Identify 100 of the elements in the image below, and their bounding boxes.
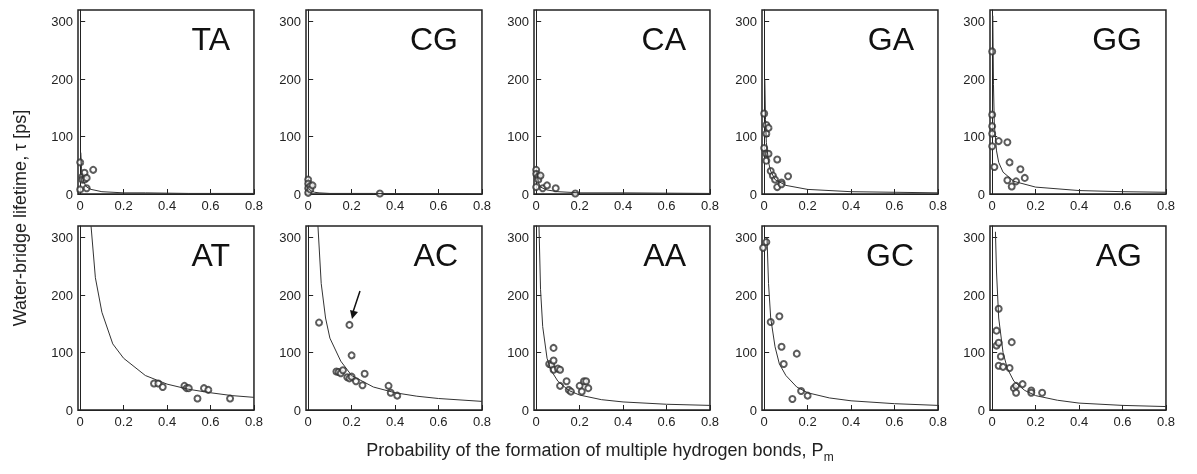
y-tick-label: 100 (279, 345, 301, 360)
x-tick-label: 0 (304, 198, 312, 213)
y-tick-label: 100 (735, 345, 757, 360)
x-tick-label: 0.8 (700, 414, 719, 429)
y-tick-label: 200 (279, 287, 301, 303)
x-tick-label: 0.6 (657, 198, 676, 213)
x-tick-label: 0.8 (244, 414, 263, 429)
y-tick-label: 0 (521, 186, 529, 202)
y-tick-label: 300 (507, 230, 529, 245)
x-tick-label: 0 (760, 414, 768, 429)
chart-title: GG (1092, 21, 1142, 57)
x-tick-label: 0.8 (244, 198, 263, 213)
x-tick-label: 0 (760, 198, 768, 213)
y-tick-label: 0 (977, 402, 985, 418)
y-axis-title: Water-bridge lifetime, τ [ps] (9, 109, 31, 327)
y-tick-label: 100 (51, 129, 73, 144)
x-tick-label: 0.6 (1113, 414, 1132, 429)
x-tick-label: 0.6 (885, 414, 904, 429)
y-tick-label: 0 (293, 402, 301, 418)
y-tick-label: 300 (963, 230, 985, 245)
x-tick-label: 0.4 (842, 414, 861, 429)
x-tick-label: 0 (988, 414, 996, 429)
y-tick-label: 200 (735, 287, 757, 303)
x-tick-label: 0 (532, 414, 540, 429)
y-tick-label: 300 (51, 14, 73, 29)
x-tick-label: 0.8 (472, 414, 491, 429)
x-tick-label: 0.8 (928, 414, 947, 429)
y-tick-label: 100 (507, 345, 529, 360)
x-tick-label: 0.4 (158, 414, 177, 429)
chart-title: AT (191, 237, 230, 273)
y-tick-label: 0 (293, 186, 301, 202)
x-tick-label: 0.8 (1156, 414, 1175, 429)
x-tick-label: 0.6 (885, 198, 904, 213)
x-tick-label: 0.2 (342, 198, 361, 213)
y-tick-label: 300 (279, 230, 301, 245)
x-tick-label: 0.2 (1026, 198, 1045, 213)
y-tick-label: 200 (279, 71, 301, 87)
y-tick-label: 100 (51, 345, 73, 360)
x-axis-title: Probability of the formation of multiple hydrogen bonds, P$_{m}$ (366, 440, 834, 464)
y-tick-label: 100 (507, 129, 529, 144)
chart-title: AA (643, 237, 687, 273)
y-tick-label: 300 (735, 14, 757, 29)
x-tick-label: 0.8 (1156, 198, 1175, 213)
x-tick-label: 0 (304, 414, 312, 429)
x-tick-label: 0.2 (1026, 414, 1045, 429)
y-tick-label: 0 (977, 186, 985, 202)
y-tick-label: 100 (279, 129, 301, 144)
x-tick-label: 0.6 (657, 414, 676, 429)
x-tick-label: 0.4 (614, 414, 633, 429)
x-tick-label: 0.6 (201, 414, 220, 429)
chart-title: TA (191, 21, 231, 57)
y-tick-label: 200 (51, 71, 73, 87)
y-tick-label: 200 (963, 71, 985, 87)
y-tick-label: 0 (521, 402, 529, 418)
y-tick-label: 0 (65, 186, 73, 202)
x-tick-label: 0.6 (1113, 198, 1132, 213)
x-tick-label: 0.2 (114, 198, 133, 213)
y-tick-label: 200 (963, 287, 985, 303)
chart-title: AG (1095, 237, 1142, 273)
y-tick-label: 100 (735, 129, 757, 144)
y-tick-label: 100 (963, 129, 985, 144)
y-tick-label: 200 (507, 71, 529, 87)
y-tick-label: 0 (65, 402, 73, 418)
x-tick-label: 0 (76, 414, 84, 429)
x-tick-label: 0.2 (798, 414, 817, 429)
x-tick-label: 0.6 (201, 198, 220, 213)
y-tick-label: 200 (51, 287, 73, 303)
x-tick-label: 0 (988, 198, 996, 213)
y-tick-label: 300 (51, 230, 73, 245)
chart-title: GA (867, 21, 915, 57)
x-tick-label: 0.4 (158, 198, 177, 213)
x-tick-label: 0.2 (570, 198, 589, 213)
x-tick-label: 0.2 (342, 414, 361, 429)
x-tick-label: 0.2 (570, 414, 589, 429)
x-tick-label: 0.2 (798, 198, 817, 213)
x-tick-label: 0.2 (114, 414, 133, 429)
x-tick-label: 0.4 (1070, 198, 1089, 213)
y-tick-label: 200 (735, 71, 757, 87)
chart-title: GC (866, 237, 914, 273)
x-tick-label: 0.4 (386, 414, 405, 429)
y-tick-label: 100 (963, 345, 985, 360)
chart-title: CA (641, 21, 687, 57)
y-tick-label: 300 (735, 230, 757, 245)
y-tick-label: 300 (963, 14, 985, 29)
y-tick-label: 0 (749, 186, 757, 202)
x-tick-label: 0.6 (429, 198, 448, 213)
x-tick-label: 0.4 (842, 198, 861, 213)
y-tick-label: 300 (279, 14, 301, 29)
x-tick-label: 0.4 (386, 198, 405, 213)
x-tick-label: 0.8 (472, 198, 491, 213)
x-tick-label: 0 (532, 198, 540, 213)
x-tick-label: 0.4 (614, 198, 633, 213)
y-tick-label: 200 (507, 287, 529, 303)
x-tick-label: 0.8 (928, 198, 947, 213)
y-tick-label: 0 (749, 402, 757, 418)
x-tick-label: 0.4 (1070, 414, 1089, 429)
x-tick-label: 0.6 (429, 414, 448, 429)
chart-title: AC (413, 237, 458, 273)
x-tick-label: 0 (76, 198, 84, 213)
chart-title: CG (410, 21, 458, 57)
